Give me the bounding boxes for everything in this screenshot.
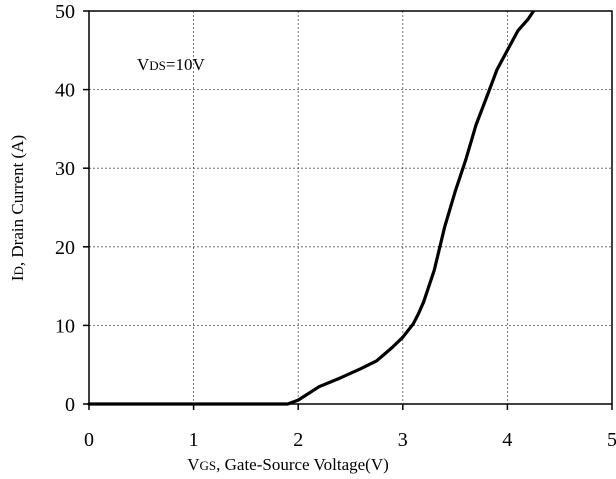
y-tick-label: 0 [65, 394, 75, 416]
annotation-vds: VDS=10V [137, 55, 205, 74]
x-tick-label: 1 [189, 429, 199, 451]
x-tick-label: 4 [502, 429, 512, 451]
x-axis-label: VGS, Gate-Source Voltage(V) [187, 455, 389, 474]
x-tick-label: 3 [398, 429, 408, 451]
x-tick-label: 0 [84, 429, 94, 451]
series-line [87, 11, 536, 406]
y-axis-label: ID, Drain Current (A) [8, 135, 27, 281]
grid-lines [89, 11, 612, 404]
y-tick-label: 50 [55, 1, 75, 23]
y-tick-labels: 0 10 20 30 40 50 [55, 1, 75, 416]
x-tick-label: 2 [293, 429, 303, 451]
y-tick-label: 10 [55, 315, 75, 337]
x-tick-label: 5 [607, 429, 616, 451]
y-tick-label: 20 [55, 237, 75, 259]
x-tick-labels: 0 1 2 3 4 5 [84, 429, 616, 451]
plot-area [88, 10, 613, 405]
y-tick-label: 30 [55, 158, 75, 180]
y-tick-label: 40 [55, 80, 75, 102]
